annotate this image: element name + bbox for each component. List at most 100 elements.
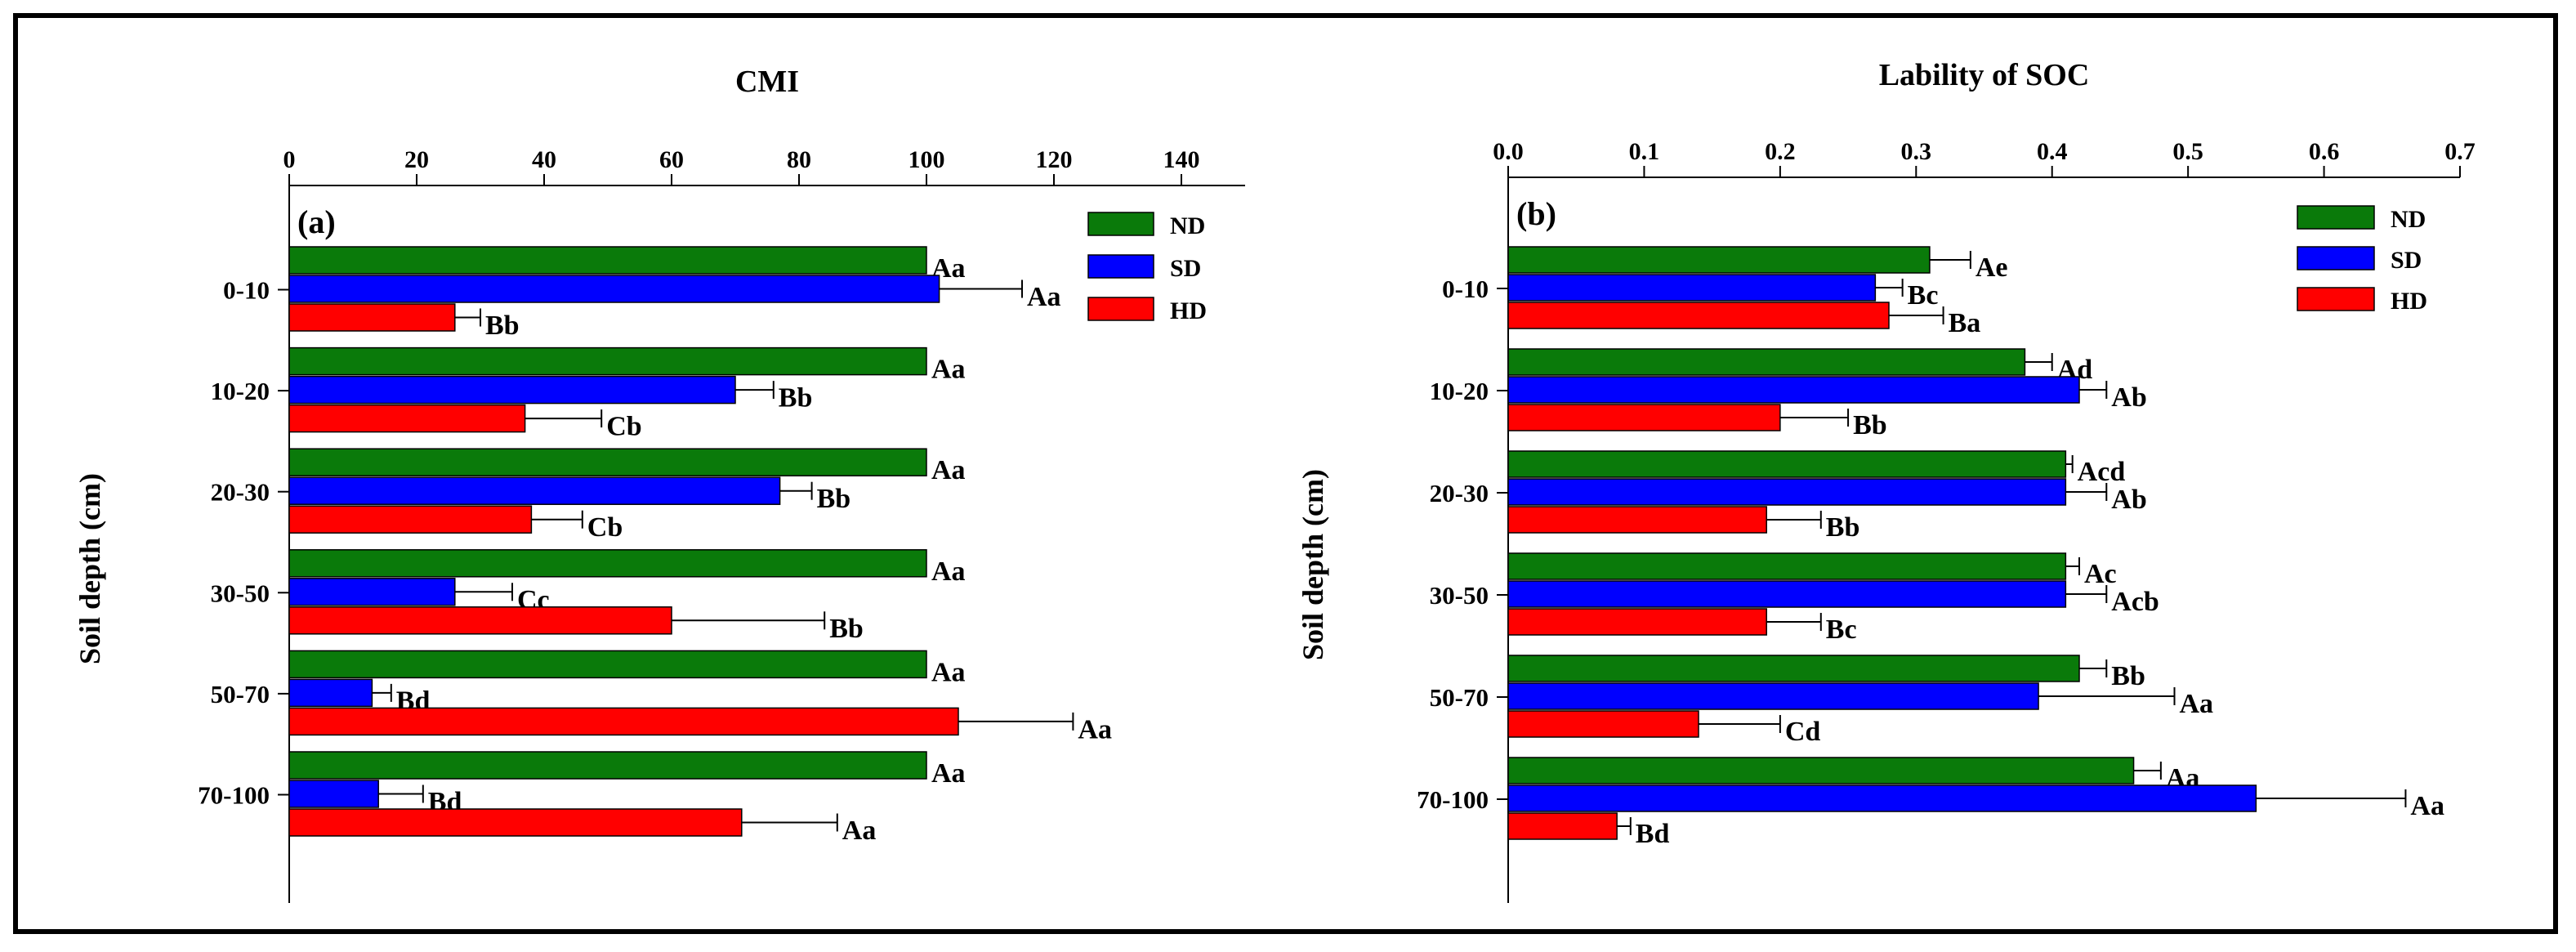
x-tick-label: 0.0 [1493,138,1524,165]
bar-sd [1507,784,2257,812]
figure-frame: CMI 0 20 40 60 80 100 120 140 (a) Soil depth (cm) 0… [13,13,2558,934]
y-tick-label: 50-70 [1430,683,1489,712]
bar-nd [288,246,927,275]
y-tick-label: 70-100 [198,781,270,810]
y-tick-label: 20-30 [211,478,270,507]
y-tick-label: 0-10 [1442,275,1489,303]
bar-hd [1507,608,1767,636]
bar-hd [1507,302,1890,329]
significance-label: Cd [1785,717,1821,747]
x-tick-label: 0.5 [2172,138,2203,165]
figure-svg: CMI 0 20 40 60 80 100 120 140 (a) Soil depth (cm) 0… [74,58,2476,903]
bar-hd [1507,404,1781,431]
panel-label: (b) [1516,195,1556,232]
x-tick-label: 0 [283,146,296,173]
bar-hd [1507,812,1618,840]
y-tick-label: 30-50 [1430,581,1489,610]
significance-label: Aa [931,355,966,385]
significance-label: Aa [931,556,966,587]
significance-label: Bc [1826,615,1857,645]
significance-label: Aa [2410,791,2444,821]
bar-nd [288,549,927,578]
significance-label: Aa [842,816,877,846]
bar-hd [288,707,959,736]
legend-label-sd: SD [1170,255,1201,282]
significance-label: Aa [931,758,966,789]
bar-hd [1507,506,1767,534]
legend-swatch-sd [2297,246,2375,270]
significance-label: Acb [2111,587,2159,617]
x-tick-label: 120 [1036,146,1073,173]
bar-sd [1507,478,2067,506]
bar-sd [288,275,940,303]
bar-hd [288,606,672,635]
y-tick-label: 10-20 [1430,377,1489,405]
legend-label-hd: HD [1170,297,1207,324]
legend-swatch-nd [1087,212,1154,236]
bar-nd [1507,246,1931,274]
bar-hd [1507,710,1699,738]
x-tick-label: 0.1 [1629,138,1660,165]
significance-label: Bb [817,484,851,514]
bar-sd [1507,274,1877,302]
x-tick-label: 40 [532,146,556,173]
bar-nd [1507,552,2067,580]
x-tick-label: 0.2 [1765,138,1796,165]
bar-sd [1507,376,2080,404]
significance-label: Bb [829,614,864,644]
y-tick-label: 10-20 [211,377,270,405]
significance-label: Cb [587,512,623,543]
x-tick-label: 80 [787,146,811,173]
legend-swatch-hd [1087,297,1154,321]
legend-swatch-hd [2297,287,2375,311]
x-tick-label: 0.7 [2444,138,2476,165]
significance-label: Aa [2180,689,2214,719]
bar-sd [1507,580,2067,608]
bar-hd [288,505,533,534]
x-tick-label: 100 [909,146,945,173]
significance-label: Bb [1853,410,1887,440]
legend-swatch-sd [1087,254,1154,279]
x-tick-label: 60 [659,146,684,173]
bar-sd [1507,682,2039,710]
bar-sd [288,578,456,606]
bar-nd [288,650,927,679]
significance-label: Ba [1949,308,1981,338]
bar-nd [1507,348,2026,376]
significance-label: Ab [2111,382,2146,413]
bar-nd [288,448,927,476]
y-axis-title: Soil depth (cm) [74,473,106,664]
significance-label: Bd [1636,819,1670,849]
significance-label: Aa [931,657,966,687]
y-tick-label: 70-100 [1417,785,1489,814]
bar-sd [288,476,781,505]
bar-nd [288,751,927,780]
significance-label: Cb [606,412,641,442]
significance-label: Bb [2111,661,2145,691]
bar-nd [1507,757,2135,784]
x-tick-label: 0.4 [2037,138,2068,165]
y-tick-label: 0-10 [223,276,270,305]
significance-label: Acd [2078,457,2126,487]
significance-label: Aa [931,455,966,485]
x-tick-label: 0.6 [2309,138,2340,165]
legend-swatch-nd [2297,205,2375,230]
bar-nd [1507,450,2067,478]
bar-hd [288,303,456,332]
significance-label: Bb [485,311,520,341]
significance-label: Ac [2084,559,2117,589]
bar-nd [1507,655,2080,682]
legend-label-nd: ND [1170,212,1205,239]
bar-nd [288,346,927,376]
x-tick-label: 20 [404,146,429,173]
significance-label: Aa [1078,714,1112,744]
chart-title: Lability of SOC [1879,58,2090,92]
y-tick-label: 30-50 [211,579,270,607]
significance-label: Bb [1826,512,1860,543]
bar-hd [288,808,743,837]
legend-label-sd: SD [2391,247,2422,274]
chart-title: CMI [735,65,799,99]
y-axis-title: Soil depth (cm) [1297,469,1329,660]
significance-label: Aa [1027,282,1061,312]
x-tick-label: 140 [1163,146,1200,173]
